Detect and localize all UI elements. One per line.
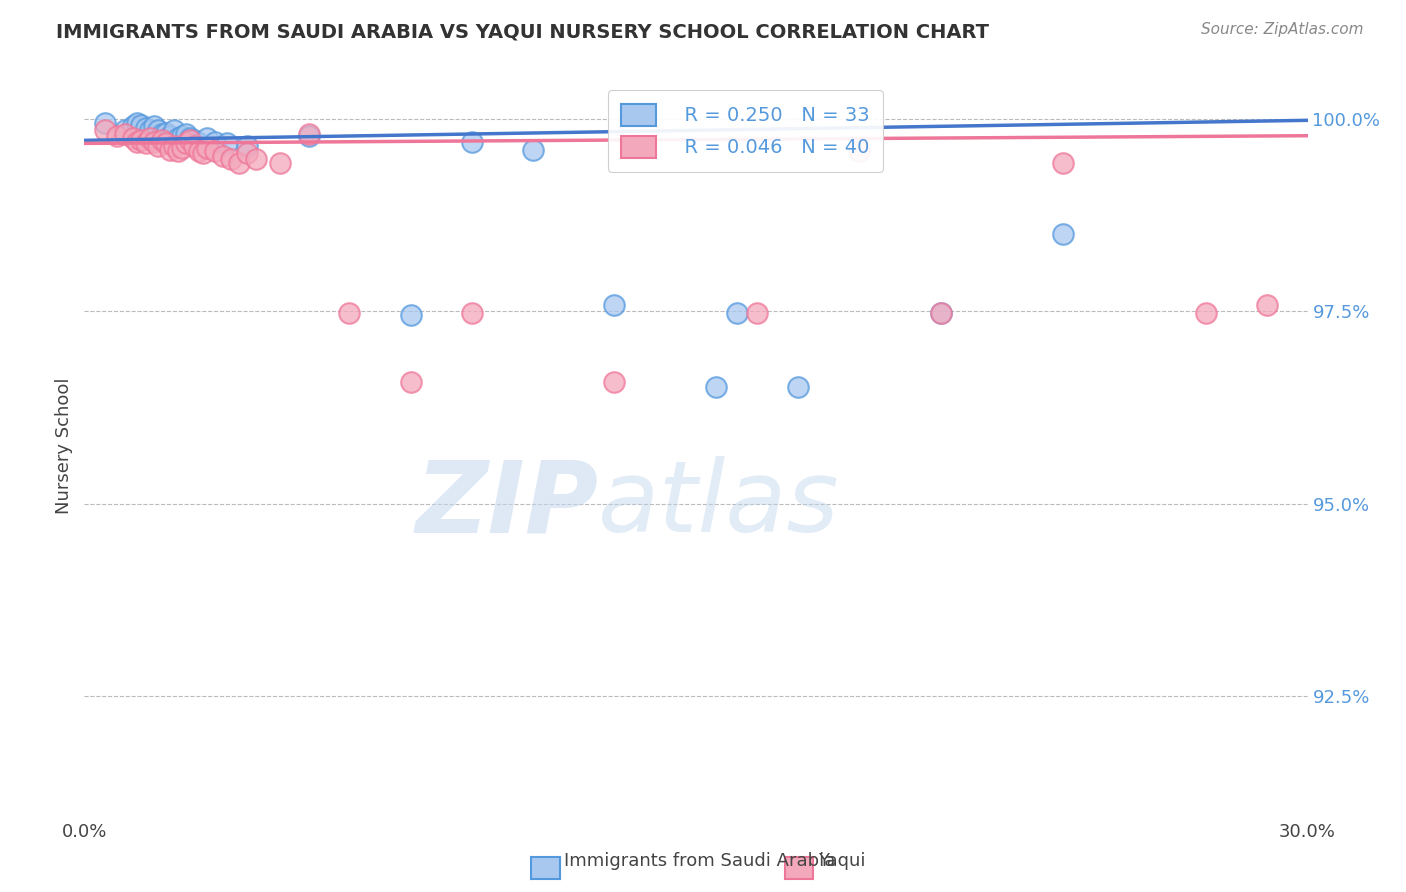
Point xyxy=(131,118,153,132)
Text: Immigrants from Saudi Arabia: Immigrants from Saudi Arabia xyxy=(564,852,835,870)
Point xyxy=(212,149,235,163)
Point xyxy=(183,133,205,147)
Point xyxy=(127,115,149,129)
Point xyxy=(122,131,145,145)
Point xyxy=(195,131,218,145)
Point xyxy=(114,123,136,137)
Point xyxy=(725,306,748,320)
Point xyxy=(183,138,205,153)
Point xyxy=(848,144,870,158)
Point xyxy=(142,135,165,149)
Point xyxy=(603,375,626,389)
Point xyxy=(146,138,169,153)
Point xyxy=(787,380,810,394)
Point xyxy=(603,298,626,312)
Point xyxy=(93,115,117,129)
Point xyxy=(1256,298,1278,312)
Point xyxy=(1195,306,1218,320)
Point xyxy=(179,133,201,147)
Point xyxy=(399,308,422,322)
Point xyxy=(163,123,186,137)
Point xyxy=(245,152,267,166)
Text: Source: ZipAtlas.com: Source: ZipAtlas.com xyxy=(1201,22,1364,37)
Point xyxy=(163,138,186,153)
Point xyxy=(135,136,157,151)
Point xyxy=(138,131,160,145)
Point xyxy=(204,135,226,149)
Point xyxy=(298,128,321,143)
Point xyxy=(93,123,117,137)
Point xyxy=(1052,156,1074,170)
Y-axis label: Nursery School: Nursery School xyxy=(55,377,73,515)
Point xyxy=(747,306,769,320)
Point xyxy=(138,123,160,137)
Point xyxy=(176,127,198,141)
Point xyxy=(150,133,173,147)
Point xyxy=(105,128,128,143)
Point xyxy=(114,127,136,141)
Point xyxy=(217,136,239,151)
Point xyxy=(159,128,181,143)
Point xyxy=(187,144,209,158)
Point xyxy=(127,135,149,149)
Point xyxy=(176,136,198,151)
Point xyxy=(135,121,157,136)
Point xyxy=(204,144,226,158)
Text: Yaqui: Yaqui xyxy=(818,852,866,870)
Point xyxy=(706,380,728,394)
Point xyxy=(172,141,194,155)
Point xyxy=(929,306,952,320)
Point xyxy=(179,131,201,145)
Point xyxy=(131,133,153,147)
Point xyxy=(236,146,259,161)
Point xyxy=(167,144,190,158)
Point xyxy=(298,127,321,141)
Point xyxy=(228,156,250,170)
Point xyxy=(146,123,169,137)
Point xyxy=(1052,227,1074,242)
Point xyxy=(236,138,259,153)
Point xyxy=(172,128,194,143)
Point xyxy=(122,120,145,134)
Point xyxy=(461,135,484,149)
Text: ZIP: ZIP xyxy=(415,456,598,553)
Point xyxy=(150,127,173,141)
Point xyxy=(522,143,544,157)
Point xyxy=(155,126,177,140)
Point xyxy=(191,146,214,161)
Point xyxy=(929,306,952,320)
Point xyxy=(339,306,361,320)
Point xyxy=(155,136,177,151)
Point xyxy=(461,306,484,320)
Point xyxy=(167,131,190,145)
Point xyxy=(142,120,165,134)
Text: atlas: atlas xyxy=(598,456,839,553)
Text: IMMIGRANTS FROM SAUDI ARABIA VS YAQUI NURSERY SCHOOL CORRELATION CHART: IMMIGRANTS FROM SAUDI ARABIA VS YAQUI NU… xyxy=(56,22,990,41)
Point xyxy=(187,136,209,151)
Point xyxy=(219,152,242,166)
Point xyxy=(399,375,422,389)
Point xyxy=(269,156,291,170)
Legend:   R = 0.250   N = 33,   R = 0.046   N = 40: R = 0.250 N = 33, R = 0.046 N = 40 xyxy=(607,90,883,172)
Point xyxy=(159,143,181,157)
Point xyxy=(195,141,218,155)
